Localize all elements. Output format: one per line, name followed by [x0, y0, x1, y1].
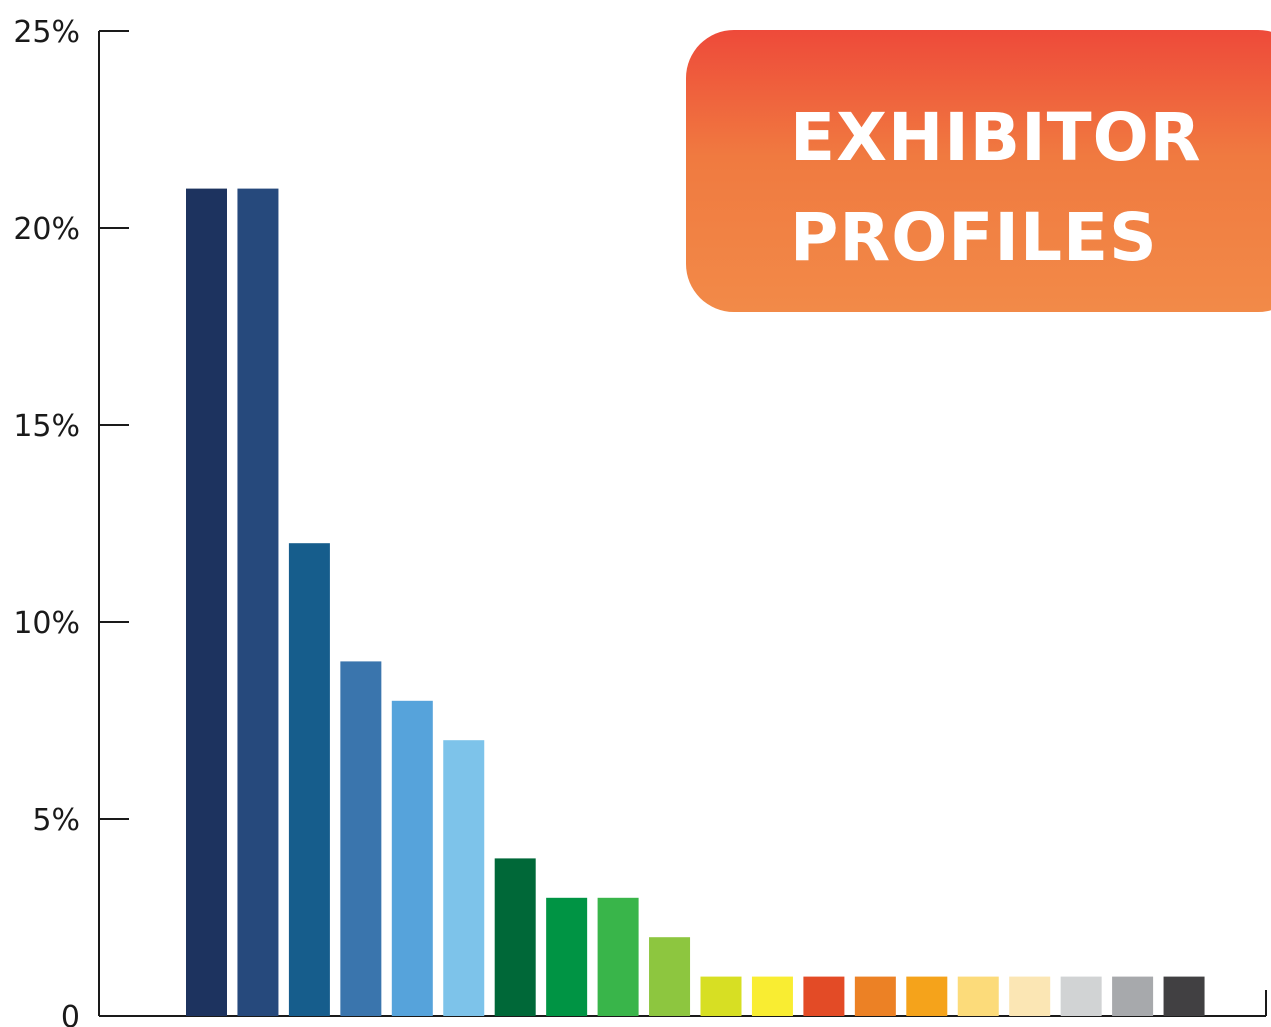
bar [186, 188, 227, 1017]
y-tick-label: 0 [61, 1000, 80, 1027]
bar [854, 976, 896, 1016]
bar [597, 897, 639, 1016]
y-tick-label: 15% [13, 409, 80, 444]
bar [700, 976, 742, 1016]
bar [906, 976, 948, 1016]
bar [751, 976, 793, 1016]
y-tick-label: 10% [13, 606, 80, 641]
bar [1163, 976, 1205, 1016]
bar [649, 937, 691, 1016]
chart-title-line-2: PROFILES [790, 199, 1158, 276]
bar [1060, 976, 1102, 1016]
bar [288, 543, 330, 1016]
bar [237, 188, 279, 1017]
bar [957, 976, 999, 1016]
chart-title-line-1: EXHIBITOR [790, 99, 1202, 176]
bar [803, 976, 845, 1016]
bar [340, 661, 382, 1016]
title-banner: EXHIBITOR PROFILES [686, 30, 1271, 312]
bar [1112, 976, 1154, 1016]
bar [546, 897, 588, 1016]
bar [391, 700, 433, 1016]
bar [494, 858, 536, 1016]
chart-title: EXHIBITOR PROFILES [790, 88, 1202, 288]
bar [1009, 976, 1051, 1016]
y-tick-label: 20% [13, 212, 80, 247]
y-tick-label: 5% [32, 803, 80, 838]
chart-bars [186, 188, 1205, 1017]
bar [443, 740, 485, 1016]
y-tick-label: 25% [13, 15, 80, 50]
y-axis-ticks: 0 5% 10% 15% 20% 25% [13, 15, 129, 1027]
